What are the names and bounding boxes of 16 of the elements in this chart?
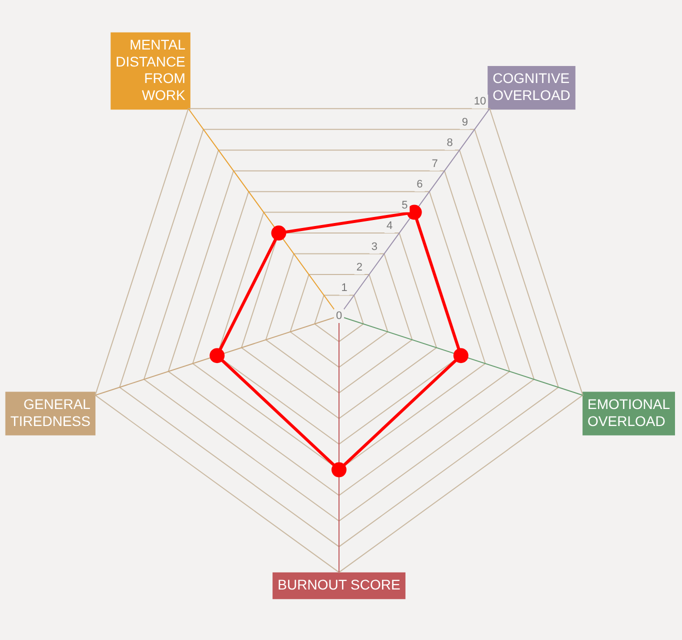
y-tick-label: 4 xyxy=(386,220,393,232)
y-tick-label: 6 xyxy=(416,178,423,191)
y-tick-label: 8 xyxy=(446,137,453,150)
y-tick-label: 5 xyxy=(402,199,408,212)
y-tick-label: 7 xyxy=(432,158,438,170)
spoke-label: COGNITIVE OVERLOAD xyxy=(492,70,570,104)
y-tick-label: 2 xyxy=(356,262,362,274)
spoke-label: GENERAL TIREDNESS xyxy=(10,396,91,429)
y-tick-label: 9 xyxy=(462,116,468,128)
y-tick-label: 10 xyxy=(474,96,486,108)
spoke-label: MENTAL DISTANCE FROM WORK xyxy=(116,36,186,104)
y-tick-label: 3 xyxy=(371,240,378,253)
spoke-label: BURNOUT SCORE xyxy=(278,576,400,593)
y-tick-label: 1 xyxy=(341,282,348,294)
spoke-label: EMOTIONAL OVERLOAD xyxy=(588,396,670,429)
y-tick-label: 0 xyxy=(336,310,342,322)
